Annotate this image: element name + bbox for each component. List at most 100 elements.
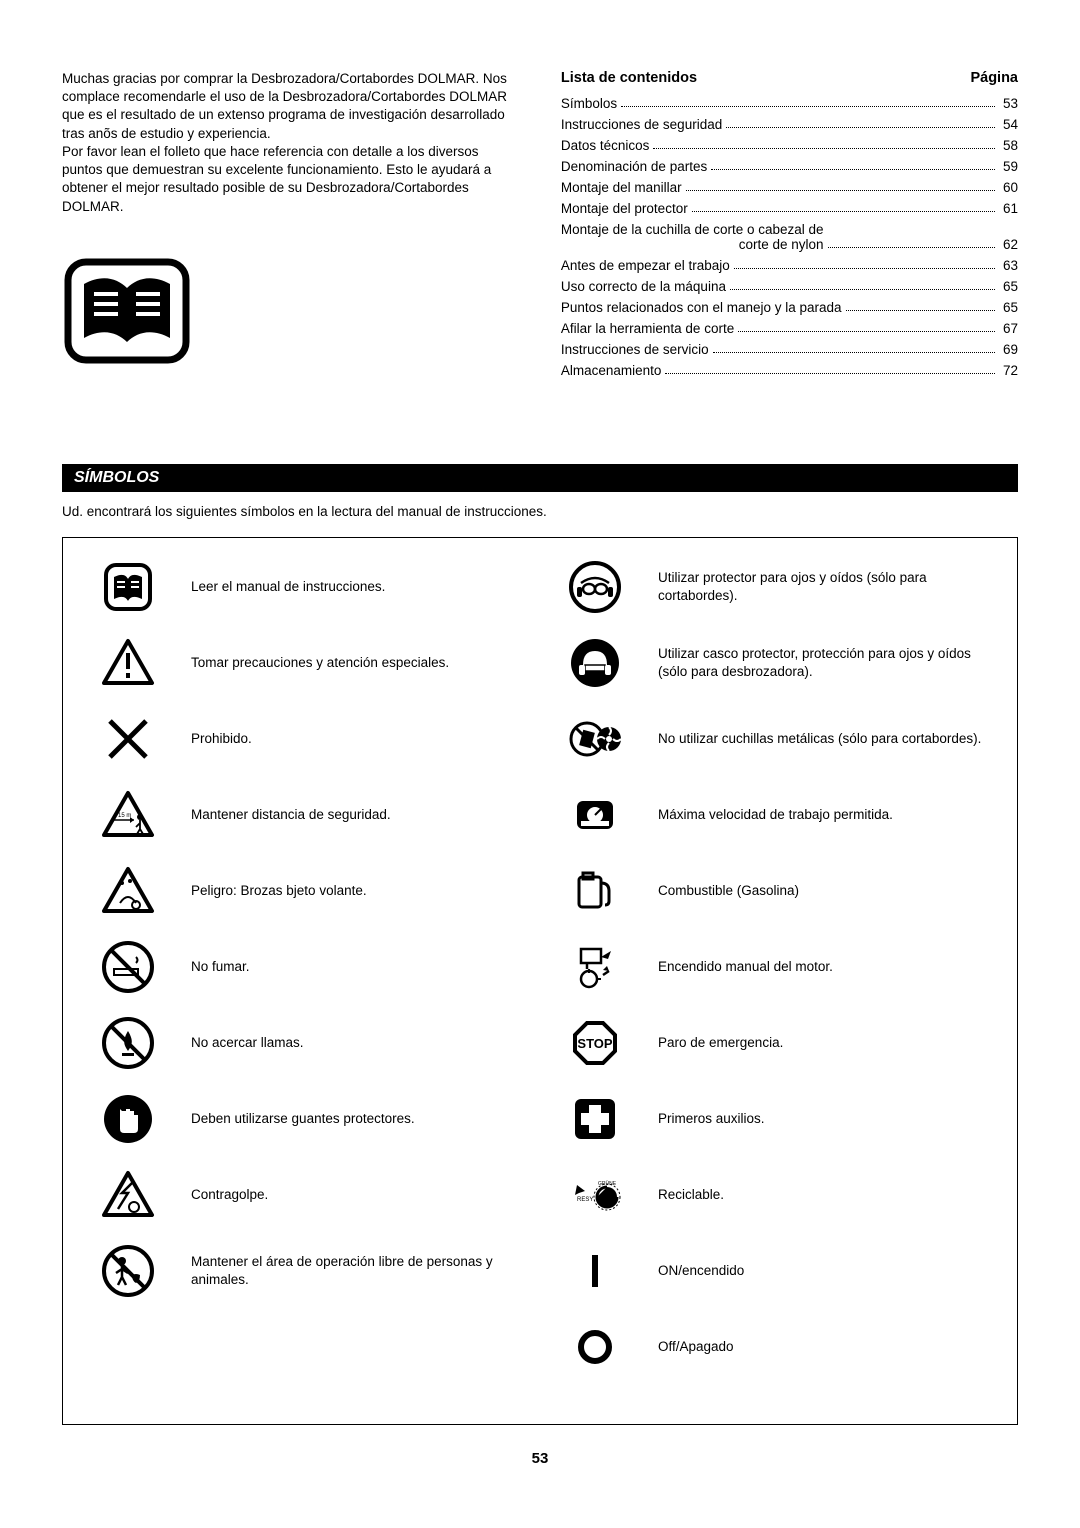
toc-row: Uso correcto de la máquina 65 bbox=[561, 279, 1018, 294]
toc-row: Símbolos53 bbox=[561, 96, 1018, 111]
toc-page: 65 bbox=[999, 279, 1018, 294]
toc-dots bbox=[828, 247, 995, 248]
symbol-text: No utilizar cuchillas metálicas (sólo pa… bbox=[630, 730, 981, 748]
toc-page: 63 bbox=[999, 258, 1018, 273]
toc-page: 65 bbox=[999, 300, 1018, 315]
symbol-row: 15 mMantener distancia de seguridad. bbox=[93, 786, 520, 844]
toc-label: Instrucciones de servicio bbox=[561, 342, 709, 357]
symbol-icon bbox=[93, 635, 163, 691]
book-icon bbox=[62, 256, 192, 366]
symbol-text: Mantener distancia de seguridad. bbox=[163, 806, 391, 824]
symbol-row: Utilizar casco protector, protección par… bbox=[560, 634, 987, 692]
symbol-text: Mantener el área de operación libre de p… bbox=[163, 1253, 520, 1288]
toc-row: Afilar la herramienta de corte67 bbox=[561, 321, 1018, 336]
symbol-row: Tomar precauciones y atención especiales… bbox=[93, 634, 520, 692]
symbol-row: Peligro: Brozas bjeto volante. bbox=[93, 862, 520, 920]
toc-page: 54 bbox=[999, 117, 1018, 132]
toc-header: Lista de contenidos Página bbox=[561, 70, 1018, 86]
symbol-icon bbox=[93, 711, 163, 767]
toc-page: 59 bbox=[999, 159, 1018, 174]
toc-dots bbox=[713, 352, 995, 353]
intro-para-1: Muchas gracias por comprar la Desbrozado… bbox=[62, 70, 521, 143]
symbol-text: No acercar llamas. bbox=[163, 1034, 304, 1052]
symbol-row: Utilizar protector para ojos y oídos (só… bbox=[560, 558, 987, 616]
toc-column: Lista de contenidos Página Símbolos53 Ins… bbox=[561, 70, 1018, 384]
toc-page: 67 bbox=[999, 321, 1018, 336]
symbols-column-left: Leer el manual de instrucciones. Tomar pr… bbox=[93, 558, 520, 1394]
symbol-text: Contragolpe. bbox=[163, 1186, 268, 1204]
section-intro-text: Ud. encontrará los siguientes símbolos e… bbox=[62, 504, 1018, 519]
toc-label: Antes de empezar el trabajo bbox=[561, 258, 730, 273]
toc-page: 60 bbox=[999, 180, 1018, 195]
symbol-row: Primeros auxilios. bbox=[560, 1090, 987, 1148]
symbol-icon: RESYGRÜNE bbox=[560, 1167, 630, 1223]
toc-dots bbox=[846, 310, 995, 311]
symbol-row: ON/encendido bbox=[560, 1242, 987, 1300]
toc-page: 61 bbox=[999, 201, 1018, 216]
toc-page: 72 bbox=[999, 363, 1018, 378]
symbol-text: Off/Apagado bbox=[630, 1338, 734, 1356]
symbol-icon bbox=[93, 1243, 163, 1299]
symbol-icon bbox=[560, 863, 630, 919]
toc-body: Símbolos53 Instrucciones de seguridad 54 Da… bbox=[561, 96, 1018, 378]
toc-dots bbox=[665, 373, 995, 374]
symbol-icon bbox=[560, 939, 630, 995]
toc-dots bbox=[738, 331, 995, 332]
symbol-icon bbox=[560, 711, 630, 767]
svg-text:RESY: RESY bbox=[577, 1197, 593, 1203]
symbol-icon bbox=[560, 1243, 630, 1299]
symbol-text: Primeros auxilios. bbox=[630, 1110, 765, 1128]
toc-dots bbox=[653, 148, 995, 149]
toc-row: Instrucciones de servicio 69 bbox=[561, 342, 1018, 357]
toc-row: Montaje de la cuchilla de corte o cabeza… bbox=[561, 222, 1018, 252]
toc-label: Datos técnicos bbox=[561, 138, 650, 153]
symbol-icon: 15 m bbox=[93, 787, 163, 843]
symbol-row: No utilizar cuchillas metálicas (sólo pa… bbox=[560, 710, 987, 768]
toc-row: Antes de empezar el trabajo 63 bbox=[561, 258, 1018, 273]
symbol-icon bbox=[560, 1091, 630, 1147]
intro-book-icon-wrap bbox=[62, 256, 521, 366]
toc-label: Uso correcto de la máquina bbox=[561, 279, 726, 294]
svg-text:STOP: STOP bbox=[577, 1036, 612, 1051]
symbol-row: RESYGRÜNEReciclable. bbox=[560, 1166, 987, 1224]
symbols-column-right: Utilizar protector para ojos y oídos (só… bbox=[560, 558, 987, 1394]
symbol-text: Peligro: Brozas bjeto volante. bbox=[163, 882, 367, 900]
symbol-text: Máxima velocidad de trabajo permitida. bbox=[630, 806, 893, 824]
symbol-text: Tomar precauciones y atención especiales… bbox=[163, 654, 449, 672]
symbol-text: Prohibido. bbox=[163, 730, 252, 748]
symbol-text: Combustible (Gasolina) bbox=[630, 882, 799, 900]
toc-label: Símbolos bbox=[561, 96, 617, 111]
intro-column: Muchas gracias por comprar la Desbrozado… bbox=[62, 70, 521, 384]
toc-label: Montaje del protector bbox=[561, 201, 688, 216]
symbol-icon bbox=[93, 939, 163, 995]
toc-label: Denominación de partes bbox=[561, 159, 707, 174]
symbol-row: Encendido manual del motor. bbox=[560, 938, 987, 996]
top-section: Muchas gracias por comprar la Desbrozado… bbox=[62, 70, 1018, 384]
symbol-text: Leer el manual de instrucciones. bbox=[163, 578, 385, 596]
toc-row: Instrucciones de seguridad 54 bbox=[561, 117, 1018, 132]
symbol-icon bbox=[560, 1319, 630, 1375]
symbol-text: Paro de emergencia. bbox=[630, 1034, 783, 1052]
toc-label: Puntos relacionados con el manejo y la p… bbox=[561, 300, 842, 315]
symbol-icon bbox=[560, 635, 630, 691]
symbol-row: Contragolpe. bbox=[93, 1166, 520, 1224]
symbol-icon bbox=[93, 863, 163, 919]
symbol-row: Combustible (Gasolina) bbox=[560, 862, 987, 920]
symbol-icon bbox=[93, 1091, 163, 1147]
symbol-row: Máxima velocidad de trabajo permitida. bbox=[560, 786, 987, 844]
symbol-text: Utilizar casco protector, protección par… bbox=[630, 645, 987, 680]
toc-row: Datos técnicos58 bbox=[561, 138, 1018, 153]
symbol-text: Encendido manual del motor. bbox=[630, 958, 833, 976]
toc-label: Instrucciones de seguridad bbox=[561, 117, 722, 132]
toc-dots bbox=[621, 106, 995, 107]
toc-dots bbox=[692, 211, 995, 212]
toc-row: Puntos relacionados con el manejo y la p… bbox=[561, 300, 1018, 315]
symbol-icon bbox=[560, 787, 630, 843]
toc-label: Almacenamiento bbox=[561, 363, 662, 378]
symbols-table: Leer el manual de instrucciones. Tomar pr… bbox=[62, 537, 1018, 1425]
toc-label: Montaje del manillar bbox=[561, 180, 682, 195]
toc-dots bbox=[686, 190, 995, 191]
toc-page: 69 bbox=[999, 342, 1018, 357]
symbol-text: Utilizar protector para ojos y oídos (só… bbox=[630, 569, 987, 604]
symbol-icon bbox=[93, 1015, 163, 1071]
